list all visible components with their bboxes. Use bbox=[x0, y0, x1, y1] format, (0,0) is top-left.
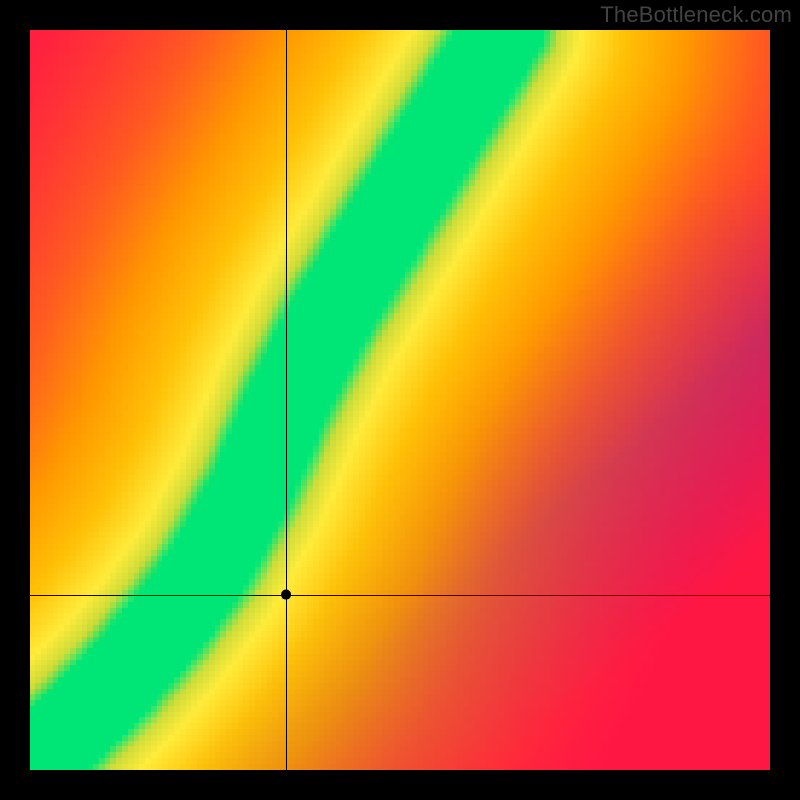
bottleneck-heatmap bbox=[0, 0, 800, 800]
chart-container: TheBottleneck.com bbox=[0, 0, 800, 800]
watermark-text: TheBottleneck.com bbox=[600, 2, 792, 28]
